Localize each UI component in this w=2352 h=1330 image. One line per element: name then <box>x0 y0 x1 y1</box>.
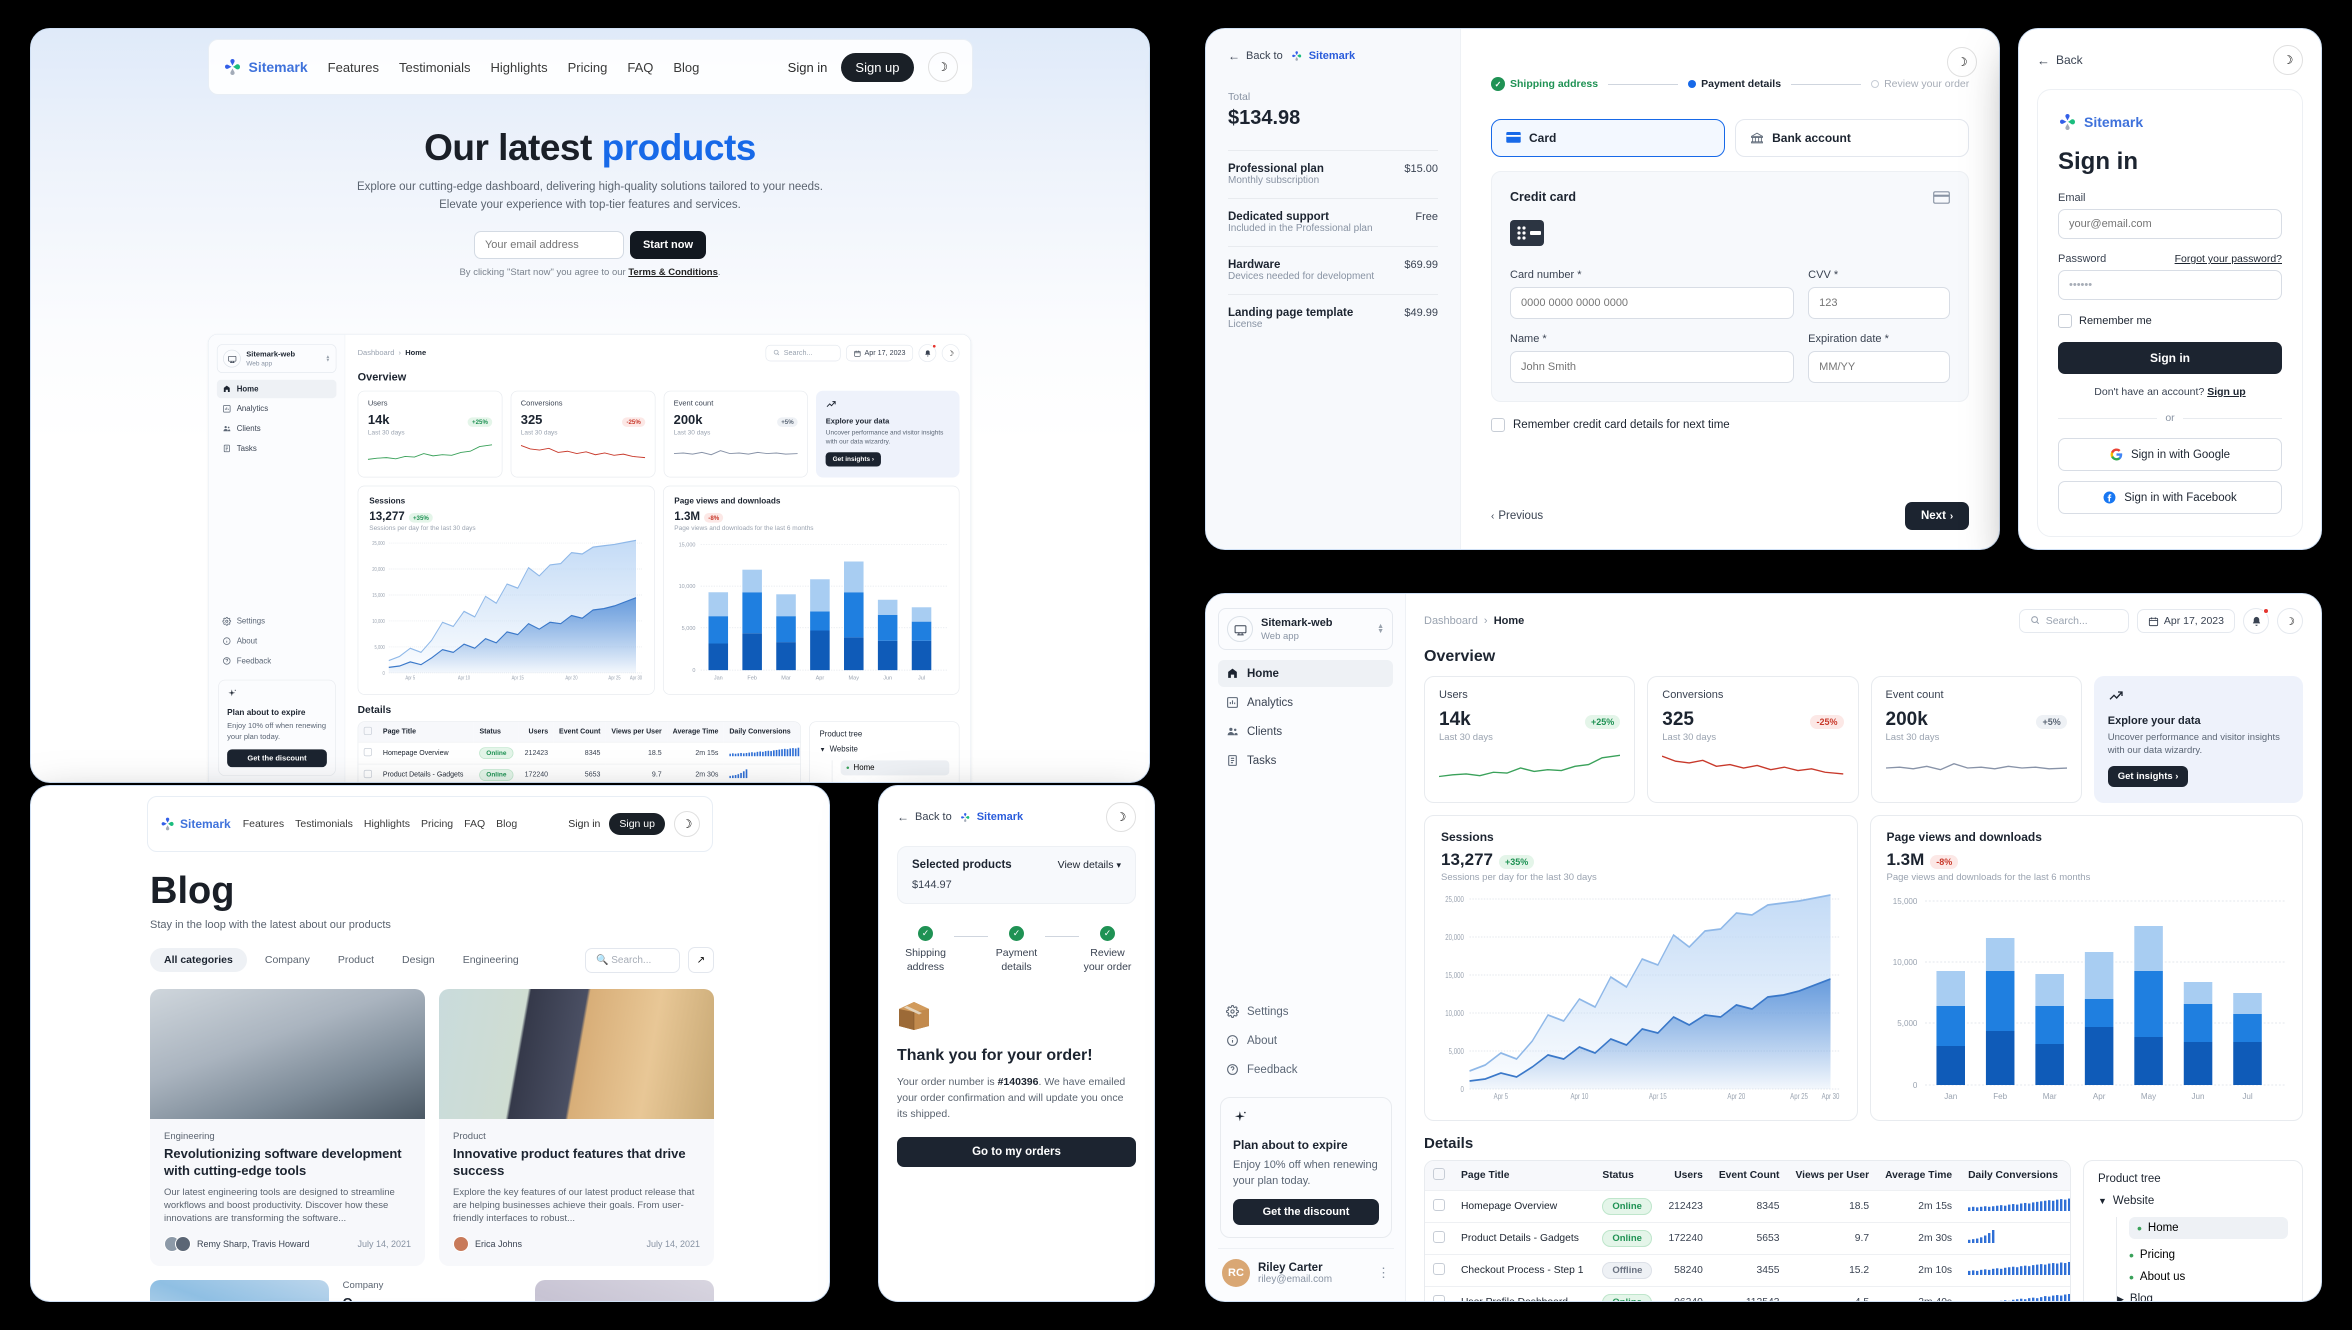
svg-text:May: May <box>2140 1091 2156 1101</box>
svg-text:15,000: 15,000 <box>678 542 695 548</box>
svg-text:Apr 30: Apr 30 <box>630 675 642 681</box>
svg-text:Mar: Mar <box>2042 1091 2056 1101</box>
svg-text:Apr 25: Apr 25 <box>1790 1091 1808 1101</box>
svg-text:Jun: Jun <box>2191 1091 2204 1101</box>
svg-text:10,000: 10,000 <box>678 584 695 590</box>
svg-text:5,000: 5,000 <box>1449 1046 1464 1056</box>
svg-text:Jul: Jul <box>2242 1091 2252 1101</box>
svg-text:15,000: 15,000 <box>1445 970 1464 980</box>
svg-text:5,000: 5,000 <box>375 644 386 651</box>
svg-text:10,000: 10,000 <box>1445 1008 1464 1018</box>
svg-text:Feb: Feb <box>1993 1091 2007 1101</box>
svg-text:Apr 30: Apr 30 <box>1822 1091 1840 1101</box>
svg-text:0: 0 <box>383 670 385 677</box>
svg-text:May: May <box>848 676 859 681</box>
svg-text:Apr 25: Apr 25 <box>608 675 620 681</box>
svg-text:Jun: Jun <box>883 676 892 681</box>
svg-text:Feb: Feb <box>747 676 757 681</box>
svg-text:20,000: 20,000 <box>372 566 385 573</box>
svg-text:5,000: 5,000 <box>1897 1018 1918 1028</box>
svg-text:5,000: 5,000 <box>681 626 695 632</box>
svg-text:Jul: Jul <box>918 676 925 681</box>
svg-text:Apr 5: Apr 5 <box>405 675 415 681</box>
svg-text:Apr 10: Apr 10 <box>1570 1091 1588 1101</box>
svg-text:Apr 15: Apr 15 <box>512 675 524 681</box>
svg-text:Apr 10: Apr 10 <box>458 675 470 681</box>
svg-text:10,000: 10,000 <box>1892 957 1917 967</box>
svg-text:Apr 15: Apr 15 <box>1649 1091 1667 1101</box>
svg-text:0: 0 <box>692 668 695 674</box>
svg-text:Jan: Jan <box>713 676 722 681</box>
svg-text:Jan: Jan <box>1944 1091 1957 1101</box>
svg-text:15,000: 15,000 <box>1892 896 1917 906</box>
svg-text:10,000: 10,000 <box>372 618 385 625</box>
svg-text:25,000: 25,000 <box>1445 894 1464 904</box>
svg-text:25,000: 25,000 <box>372 541 385 548</box>
svg-text:0: 0 <box>1912 1080 1917 1090</box>
svg-text:Apr 20: Apr 20 <box>565 675 577 681</box>
svg-text:15,000: 15,000 <box>372 592 385 599</box>
svg-text:20,000: 20,000 <box>1445 932 1464 942</box>
svg-text:Apr 20: Apr 20 <box>1727 1091 1745 1101</box>
svg-text:0: 0 <box>1460 1084 1463 1094</box>
svg-text:Apr: Apr <box>2092 1091 2105 1101</box>
svg-text:Apr 5: Apr 5 <box>1494 1091 1508 1101</box>
svg-text:Mar: Mar <box>781 676 791 681</box>
svg-text:Apr: Apr <box>815 676 824 681</box>
